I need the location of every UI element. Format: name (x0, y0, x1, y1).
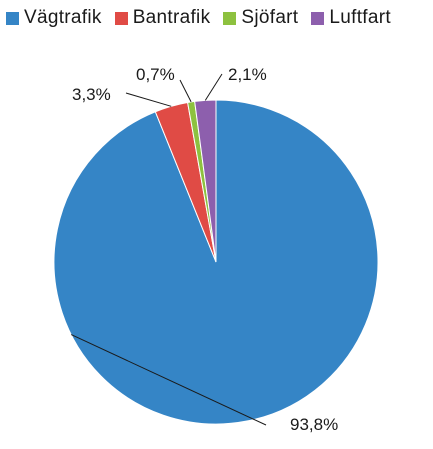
leader-lines (70, 73, 267, 426)
legend-item-luftfart: Luftfart (311, 7, 391, 29)
legend-label-luftfart: Luftfart (329, 7, 391, 28)
legend-swatch-luftfart (311, 11, 325, 25)
data-label-sjofart: 0,7% (136, 65, 175, 84)
legend-swatch-bantrafik (114, 11, 128, 25)
data-label-luftfart: 2,1% (228, 65, 267, 84)
leader-line-vagtrafik (70, 334, 267, 426)
pie-slices (53, 99, 379, 425)
leader-line-luftfart (204, 73, 223, 101)
data-label-bantrafik: 3,3% (72, 85, 111, 104)
legend-swatch-vagtrafik (6, 11, 19, 25)
legend-label-sjofart: Sjöfart (241, 7, 299, 28)
data-labels: 93,8% 3,3% 0,7% 2,1% (72, 65, 338, 434)
legend-label-bantrafik: Bantrafik (132, 7, 211, 28)
legend-item-sjofart: Sjöfart (223, 7, 298, 29)
data-label-vagtrafik: 93,8% (290, 415, 338, 434)
legend-item-vagtrafik: Vägtrafik (6, 7, 102, 29)
legend-swatch-sjofart (223, 11, 237, 25)
leader-line-sjofart (179, 79, 192, 103)
leader-line-bantrafik (125, 92, 172, 107)
chart-legend: Vägtrafik Bantrafik Sjöfart Luftfart (6, 7, 404, 29)
legend-label-vagtrafik: Vägtrafik (24, 7, 102, 28)
legend-item-bantrafik: Bantrafik (114, 7, 211, 29)
